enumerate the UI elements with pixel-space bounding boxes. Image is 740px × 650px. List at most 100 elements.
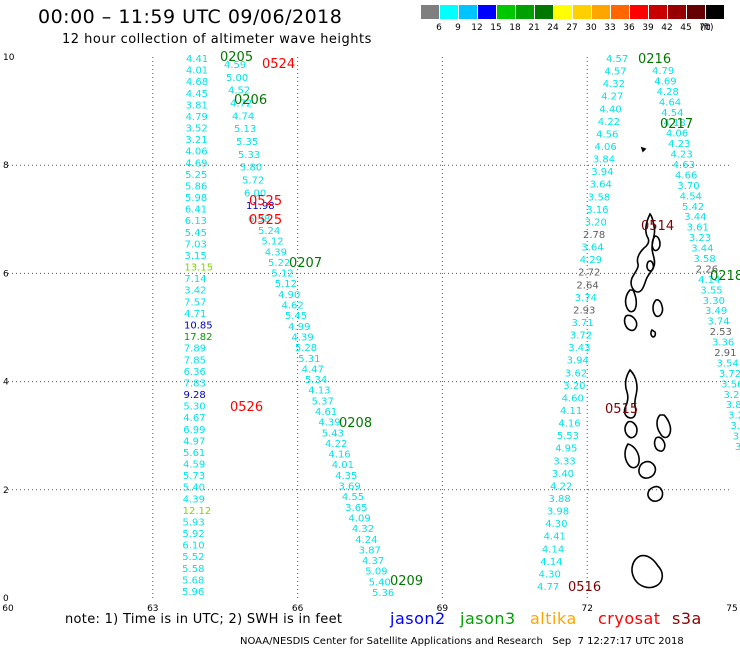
swh-value-label: 4.61 [315, 407, 337, 418]
swh-value-label: 3.98 [547, 507, 569, 518]
swh-value-label: 3.88 [549, 494, 571, 505]
swh-value-label: 4.24 [355, 535, 377, 546]
swh-value-label: 4.32 [352, 524, 374, 535]
pass-label: 0526 [230, 400, 263, 415]
swh-value-label: 5.30 [183, 402, 205, 413]
swh-value-label: 5.68 [182, 575, 204, 586]
swh-value-label: 3.36 [712, 338, 734, 349]
lat-tick-label: 8 [3, 161, 9, 171]
swh-value-label: 5.33 [238, 150, 260, 161]
footnote: note: 1) Time is in UTC; 2) SWH is in fe… [65, 612, 343, 627]
swh-value-label: 4.16 [328, 450, 350, 461]
scale-swatch [459, 5, 477, 19]
swh-value-label: 5.35 [236, 137, 258, 148]
swh-value-label: 3.81 [186, 100, 208, 111]
swh-value-label: 6.00 [244, 188, 266, 199]
pass-time-labels: 0205 0524 0206 0525 0525 0207 0526 0208 0209 0216… [220, 50, 740, 595]
pass-label: 0209 [390, 574, 423, 589]
swh-value-label: 2.91 [714, 348, 736, 359]
swh-value-label: 3.56 [721, 379, 740, 390]
swh-value-label: 7.89 [184, 344, 206, 355]
swh-value-label: 3.22 [723, 390, 740, 401]
scale-swatch [706, 5, 724, 19]
swh-value-label: 2.26 [696, 264, 718, 275]
scale-swatch [421, 5, 439, 19]
swh-value-label: 4.45 [186, 89, 208, 100]
scale-swatch [611, 5, 629, 19]
swh-value-label: 3.49 [705, 306, 727, 317]
scale-level-label: 21 [528, 23, 540, 33]
swh-value-label: 5.12 [275, 279, 297, 290]
scale-swatch [573, 5, 591, 19]
swh-value-label: 4.95 [555, 444, 577, 455]
pass-label: 0205 [220, 50, 253, 65]
lat-tick-label: 2 [3, 486, 9, 496]
map-subtitle: 12 hour collection of altimeter wave hei… [62, 32, 372, 47]
swh-value-label: 3.72 [570, 331, 592, 342]
swh-value-label: 4.23 [670, 150, 692, 161]
swh-value-label: 4.77 [537, 582, 559, 593]
scale-level-label: 36 [623, 23, 635, 33]
swh-value-label: 5.12 [271, 269, 293, 280]
swh-value-label: 4.01 [186, 66, 208, 77]
swh-value-label: 4.30 [545, 519, 567, 530]
swh-value-label: 4.37 [362, 556, 384, 567]
swh-value-label: 4.99 [288, 322, 310, 333]
swh-value-label: 3.20 [728, 411, 740, 422]
swh-value-label: 5.98 [185, 193, 207, 204]
swh-value-label: 4.22 [325, 439, 347, 450]
swh-value-label: 4.97 [183, 436, 205, 447]
swh-value-label: 4.71 [184, 309, 206, 320]
swh-value-label: 3.64 [590, 180, 612, 191]
swh-value-label: 4.14 [542, 544, 564, 555]
lon-tick-label: 72 [581, 604, 592, 614]
swh-value-label: 3.52 [185, 124, 207, 135]
swh-value-label: 2.72 [578, 268, 600, 279]
swh-value-label: 5.31 [298, 354, 320, 365]
swh-value-label: 5.96 [182, 587, 204, 598]
swh-value-label: 3.44 [684, 212, 706, 223]
swh-value-label: 4.14 [540, 557, 562, 568]
scale-level-label: 12 [471, 23, 483, 33]
swh-value-label: 4.22 [550, 481, 572, 492]
pass-label: 0218 [710, 269, 740, 284]
scale-level-label: 18 [509, 23, 521, 33]
swh-value-label: 4.28 [657, 87, 679, 98]
lat-tick-label: 4 [3, 378, 9, 388]
pass-label: 0516 [568, 580, 601, 595]
swh-value-label: 13.15 [184, 263, 213, 274]
swh-value-label: 5.28 [295, 343, 317, 354]
swh-value-label: 5.42 [682, 202, 704, 213]
pass-label: 0514 [641, 219, 674, 234]
swh-value-label: 5.09 [365, 567, 387, 578]
swh-value-label: 4.29 [580, 255, 602, 266]
swh-value-label: 4.01 [332, 460, 354, 471]
credit-line: NOAA/NESDIS Center for Satellite Applica… [240, 636, 684, 647]
swh-value-label: 4.63 [673, 160, 695, 171]
satellite-legend-jason3: jason3 [460, 609, 516, 628]
swh-value-label: 3.23 [689, 233, 711, 244]
pass-label: 0525 [249, 194, 282, 209]
swh-value-label: 3.55 [700, 285, 722, 296]
swh-value-label: 5.92 [182, 529, 204, 540]
swh-value-label: 4.56 [596, 129, 618, 140]
lat-tick-label: 10 [3, 53, 15, 63]
swh-value-label: 4.57 [604, 67, 626, 78]
swh-value-label: 4.39 [318, 418, 340, 429]
swh-value-label: 4.39 [183, 494, 205, 505]
swh-value-label: 7.83 [184, 378, 206, 389]
swh-value-label: 3.94 [591, 167, 613, 178]
swh-value-label: 4.55 [342, 492, 364, 503]
swh-value-label: 4.47 [302, 364, 324, 375]
pass-label: 0207 [289, 256, 322, 271]
swh-value-label: 4.60 [562, 393, 584, 404]
swh-value-label: 3.16 [586, 205, 608, 216]
swh-value-label: 17.82 [184, 332, 213, 343]
swh-value-label: 3.20 [563, 381, 585, 392]
satellite-legend-s3a: s3a [672, 609, 702, 628]
swh-value-label: 4.79 [652, 66, 674, 77]
pass-label: 0515 [605, 402, 638, 417]
swh-value-label: 4.06 [595, 142, 617, 153]
swh-value-label: 6.99 [183, 425, 205, 436]
swh-value-label: 4.54 [680, 191, 702, 202]
